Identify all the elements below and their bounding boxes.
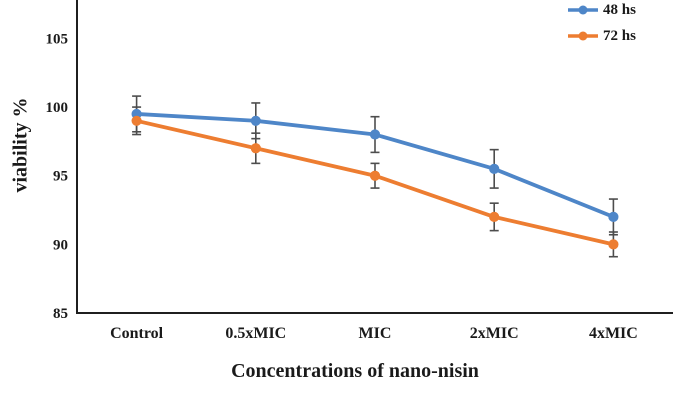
marker-48-hs-2xmic [489,163,500,174]
y-tick-label-85: 85 [53,306,68,322]
legend-swatch-72hs-icon [568,31,598,41]
marker-72-hs-4xmic [608,239,619,250]
marker-48-hs-0-5xmic [250,115,261,126]
marker-48-hs-4xmic [608,211,619,223]
marker-72-hs-control [131,115,142,126]
legend-item-48hs: 48 hs [566,0,636,23]
marker-72-hs-mic [369,170,381,181]
x-tick-label-2xmic: 2xMIC [470,325,519,342]
legend-label-72hs: 72 hs [603,27,636,44]
legend-item-72hs: 72 hs [566,23,636,49]
marker-72-hs-0-5xmic [250,143,261,154]
y-tick-label-105: 105 [46,31,69,47]
y-tick-label-95: 95 [53,169,68,185]
x-axis-title: Concentrations of nano-nisin [231,360,479,382]
marker-72-hs-2xmic [489,211,500,223]
legend-swatch-48hs-icon [568,5,598,15]
x-tick-label-0-5xmic: 0.5xMIC [225,325,286,342]
marker-48-hs-mic [369,129,381,140]
x-tick-label-4xmic: 4xMIC [589,325,638,342]
x-tick-label-mic: MIC [359,325,392,342]
x-tick-label-control: Control [110,325,164,342]
y-tick-label-90: 90 [53,237,68,253]
legend-label-48hs: 48 hs [603,1,636,18]
legend: 48 hs 72 hs [566,0,636,49]
y-axis-title: viability % [9,97,32,193]
y-tick-label-100: 100 [46,100,69,116]
